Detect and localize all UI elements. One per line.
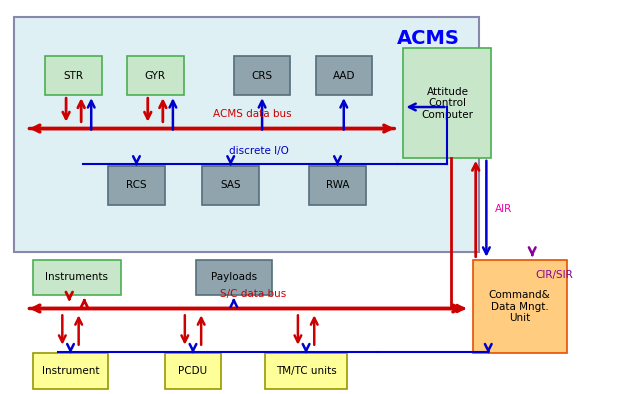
Text: PCDU: PCDU [179,366,208,376]
FancyBboxPatch shape [403,48,492,158]
FancyBboxPatch shape [33,260,121,295]
Text: discrete I/O: discrete I/O [229,146,289,156]
FancyBboxPatch shape [309,166,366,205]
FancyBboxPatch shape [165,353,221,389]
Text: STR: STR [64,71,84,81]
Text: SAS: SAS [220,180,241,190]
Text: RCS: RCS [126,180,147,190]
FancyBboxPatch shape [473,260,567,353]
Text: TM/TC units: TM/TC units [276,366,336,376]
FancyBboxPatch shape [234,56,290,95]
Text: S/C data bus: S/C data bus [220,289,286,299]
Text: Instruments: Instruments [45,272,109,282]
Text: GYR: GYR [144,71,166,81]
Text: AAD: AAD [333,71,355,81]
FancyBboxPatch shape [127,56,184,95]
FancyBboxPatch shape [108,166,165,205]
Text: CRS: CRS [252,71,273,81]
FancyBboxPatch shape [14,17,479,252]
Text: Attitude
Control
Computer: Attitude Control Computer [422,87,473,120]
FancyBboxPatch shape [316,56,372,95]
Text: ACMS data bus: ACMS data bus [213,109,292,119]
Text: CIR/SIR: CIR/SIR [535,270,573,280]
Text: ACMS: ACMS [397,29,460,48]
Text: Instrument: Instrument [42,366,99,376]
FancyBboxPatch shape [196,260,271,295]
Text: AIR: AIR [495,204,512,214]
FancyBboxPatch shape [33,353,108,389]
Text: RWA: RWA [326,180,349,190]
FancyBboxPatch shape [45,56,102,95]
FancyBboxPatch shape [203,166,259,205]
Text: Command&
Data Mngt.
Unit: Command& Data Mngt. Unit [489,290,550,323]
Text: Payloads: Payloads [211,272,257,282]
FancyBboxPatch shape [265,353,347,389]
